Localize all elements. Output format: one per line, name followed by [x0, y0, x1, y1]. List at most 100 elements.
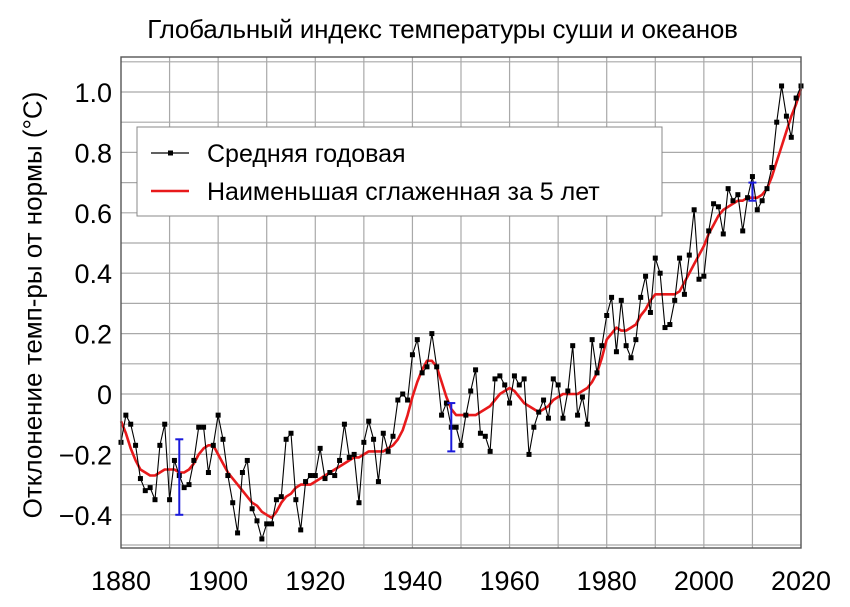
data-point-marker — [254, 518, 260, 524]
data-point-marker — [536, 409, 542, 415]
data-point-marker — [647, 309, 653, 315]
data-point-marker — [793, 95, 799, 101]
annual-mean-series — [118, 83, 804, 542]
x-tick-label: 1920 — [285, 566, 345, 596]
data-point-marker — [526, 451, 532, 457]
data-point-marker — [711, 201, 717, 207]
data-point-marker — [235, 530, 241, 536]
data-point-marker — [171, 457, 177, 463]
y-tick-label: 0.2 — [74, 320, 112, 350]
data-point-marker — [239, 470, 245, 476]
data-point-marker — [769, 165, 775, 170]
data-point-marker — [439, 412, 445, 418]
plot-frame — [120, 56, 802, 549]
data-point-marker — [613, 349, 619, 355]
data-point-marker — [555, 382, 561, 388]
data-point-marker — [249, 506, 255, 512]
data-point-marker — [244, 457, 250, 463]
data-point-marker — [312, 473, 318, 479]
data-point-marker — [511, 373, 517, 379]
data-point-marker — [307, 473, 313, 479]
data-point-marker — [628, 355, 634, 361]
data-point-marker — [443, 400, 449, 406]
legend-box — [136, 126, 663, 217]
data-point-marker — [720, 231, 726, 237]
smoothed-line-series — [119, 88, 803, 520]
data-point-marker — [677, 255, 683, 261]
chart-title: Глобальный индекс температуры суши и оке… — [147, 14, 738, 44]
data-point-marker — [414, 337, 420, 343]
data-point-marker — [638, 294, 644, 300]
data-point-marker — [609, 294, 615, 300]
data-point-marker — [507, 400, 513, 406]
data-point-marker — [652, 255, 658, 261]
data-point-marker — [273, 497, 279, 503]
data-point-marker — [395, 397, 401, 403]
data-point-marker — [327, 470, 333, 476]
y-tick-label: 0.4 — [74, 259, 112, 289]
y-tick-label: 1.0 — [74, 78, 112, 108]
data-point-marker — [283, 436, 289, 442]
x-tick-label: 1940 — [382, 566, 442, 596]
data-point-marker — [293, 497, 299, 503]
data-point-marker — [487, 448, 493, 454]
legend-annual-marker-icon — [168, 150, 173, 156]
data-point-marker — [604, 312, 610, 318]
data-point-marker — [409, 352, 415, 358]
data-point-marker — [337, 457, 343, 463]
data-point-marker — [147, 485, 153, 491]
y-tick-label: −0.4 — [59, 501, 112, 531]
data-point-marker — [123, 412, 129, 418]
data-point-marker — [473, 367, 479, 373]
data-point-marker — [419, 370, 425, 376]
data-point-marker — [298, 527, 304, 533]
data-point-marker — [385, 448, 391, 454]
data-point-marker — [560, 415, 566, 421]
data-point-marker — [152, 497, 158, 503]
x-tick-label: 2000 — [674, 566, 734, 596]
data-point-marker — [167, 497, 173, 503]
data-point-marker — [541, 397, 547, 403]
data-point-marker — [215, 412, 221, 418]
data-point-marker — [128, 421, 134, 427]
data-point-marker — [764, 186, 770, 192]
data-point-marker — [356, 500, 362, 506]
y-axis-ticks: −0.4 −0.2 0 0.2 0.4 0.6 0.8 1.0 — [59, 78, 112, 531]
data-point-marker — [477, 430, 483, 436]
data-point-marker — [137, 476, 143, 482]
data-point-marker — [579, 394, 585, 400]
data-point-marker — [181, 485, 187, 491]
data-point-marker — [429, 331, 435, 337]
data-point-marker — [201, 424, 207, 430]
legend-item-annual: Средняя годовая — [151, 140, 406, 168]
data-point-marker — [346, 454, 352, 460]
data-point-marker — [643, 273, 649, 279]
x-tick-label: 1900 — [188, 566, 248, 596]
data-point-marker — [599, 343, 605, 349]
data-point-marker — [341, 421, 347, 427]
data-point-marker — [575, 412, 581, 418]
data-point-marker — [594, 370, 600, 376]
data-point-marker — [633, 337, 639, 343]
data-point-marker — [701, 273, 707, 279]
data-point-marker — [570, 343, 576, 349]
data-point-marker — [521, 376, 527, 382]
data-point-marker — [730, 198, 736, 204]
data-point-marker — [317, 445, 323, 451]
data-point-marker — [162, 421, 168, 427]
data-point-marker — [623, 343, 629, 349]
uncertainty-error-bars — [175, 181, 757, 516]
y-tick-label: 0.8 — [74, 138, 112, 168]
data-point-marker — [361, 439, 367, 445]
data-point-marker — [735, 192, 741, 198]
data-point-marker — [749, 174, 755, 180]
data-point-marker — [288, 430, 294, 436]
data-point-marker — [783, 113, 789, 119]
data-point-marker — [205, 470, 211, 476]
data-point-marker — [759, 198, 765, 204]
data-point-marker — [375, 479, 381, 485]
data-point-marker — [453, 424, 459, 430]
data-point-marker — [259, 536, 265, 542]
data-point-marker — [565, 388, 571, 394]
